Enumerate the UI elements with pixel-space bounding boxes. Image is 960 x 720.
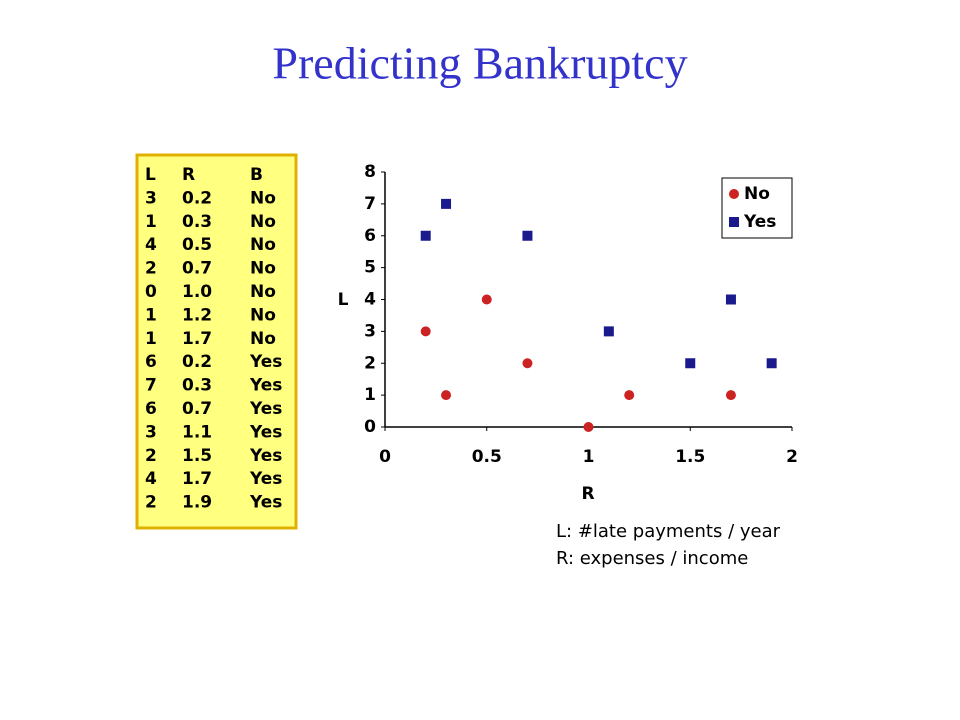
table-cell: 0.3 bbox=[182, 376, 212, 396]
point bbox=[685, 358, 696, 369]
y-tick-label: 1 bbox=[364, 385, 376, 405]
x-axis-label: R bbox=[581, 484, 594, 504]
table-cell: Yes bbox=[249, 469, 282, 489]
table-cell: 1.2 bbox=[182, 305, 212, 325]
table-header: B bbox=[250, 165, 263, 185]
y-tick-label: 7 bbox=[364, 194, 376, 214]
table-cell: 0 bbox=[145, 282, 157, 302]
point bbox=[725, 390, 736, 401]
table-cell: 0.7 bbox=[182, 399, 212, 419]
table-cell: 0.7 bbox=[182, 259, 212, 279]
data-table bbox=[135, 153, 298, 530]
table-cell: 1.9 bbox=[182, 493, 212, 513]
legend-label: Yes bbox=[743, 212, 776, 232]
legend-marker bbox=[729, 217, 739, 227]
legend-marker bbox=[729, 189, 739, 199]
table-cell: 2 bbox=[145, 259, 157, 279]
y-tick-label: 2 bbox=[364, 353, 376, 373]
table-cell: 1.0 bbox=[182, 282, 212, 302]
point bbox=[522, 230, 533, 241]
table-cell: 7 bbox=[145, 376, 157, 396]
table-cell: 6 bbox=[145, 399, 157, 419]
table-cell: Yes bbox=[249, 399, 282, 419]
table-cell: 0.2 bbox=[182, 352, 212, 372]
table-cell: Yes bbox=[249, 422, 282, 442]
table-cell: No bbox=[250, 329, 276, 349]
table-cell: Yes bbox=[249, 446, 282, 466]
table-cell: 1.7 bbox=[182, 469, 212, 489]
table-cell: No bbox=[250, 188, 276, 208]
point bbox=[441, 390, 452, 401]
annotation: R: expenses / income bbox=[556, 548, 748, 569]
legend-box bbox=[721, 177, 793, 239]
y-tick-label: 4 bbox=[364, 290, 376, 310]
legend-label: No bbox=[744, 184, 770, 204]
point bbox=[441, 198, 452, 209]
table-cell: No bbox=[250, 259, 276, 279]
table-cell: 1.7 bbox=[182, 329, 212, 349]
point bbox=[603, 326, 614, 337]
x-tick-label: 2 bbox=[786, 447, 798, 467]
table-header: R bbox=[182, 165, 195, 185]
table-cell: 0.5 bbox=[182, 235, 212, 255]
point bbox=[624, 390, 635, 401]
x-tick-label: 1 bbox=[583, 447, 595, 467]
annotation: L: #late payments / year bbox=[556, 521, 781, 542]
table-cell: 1 bbox=[145, 305, 157, 325]
y-tick-label: 5 bbox=[364, 258, 376, 278]
y-tick-label: 6 bbox=[364, 226, 376, 246]
point bbox=[481, 294, 492, 305]
table-cell: 3 bbox=[145, 188, 157, 208]
point bbox=[725, 294, 736, 305]
table-cell: 1.5 bbox=[182, 446, 212, 466]
table-cell: 2 bbox=[145, 446, 157, 466]
table-cell: Yes bbox=[249, 493, 282, 513]
point bbox=[583, 422, 594, 432]
point bbox=[522, 358, 533, 369]
x-tick-label: 1.5 bbox=[675, 447, 705, 467]
table-cell: 4 bbox=[145, 235, 157, 255]
table-cell: No bbox=[250, 305, 276, 325]
table-cell: No bbox=[250, 235, 276, 255]
table-cell: 2 bbox=[145, 493, 157, 513]
table-cell: 6 bbox=[145, 352, 157, 372]
table-cell: 4 bbox=[145, 469, 157, 489]
table-header: L bbox=[145, 165, 156, 185]
slide-title: Predicting Bankruptcy bbox=[272, 38, 687, 89]
table-cell: 1 bbox=[145, 212, 157, 232]
y-tick-label: 0 bbox=[364, 417, 376, 437]
point bbox=[420, 230, 431, 241]
y-tick-label: 3 bbox=[364, 321, 376, 341]
x-tick-label: 0.5 bbox=[472, 447, 502, 467]
table-cell: 1.1 bbox=[182, 422, 212, 442]
table-cell: 3 bbox=[145, 422, 157, 442]
table-cell: Yes bbox=[249, 352, 282, 372]
y-tick-label: 8 bbox=[364, 162, 376, 182]
x-tick-label: 0 bbox=[379, 447, 391, 467]
point bbox=[420, 326, 431, 337]
table-cell: 0.2 bbox=[182, 188, 212, 208]
table-cell: No bbox=[250, 212, 276, 232]
table-cell: No bbox=[250, 282, 276, 302]
point bbox=[766, 358, 777, 369]
y-axis-label: L bbox=[338, 290, 349, 310]
table-cell: 1 bbox=[145, 329, 157, 349]
table-cell: 0.3 bbox=[182, 212, 212, 232]
table-cell: Yes bbox=[249, 376, 282, 396]
